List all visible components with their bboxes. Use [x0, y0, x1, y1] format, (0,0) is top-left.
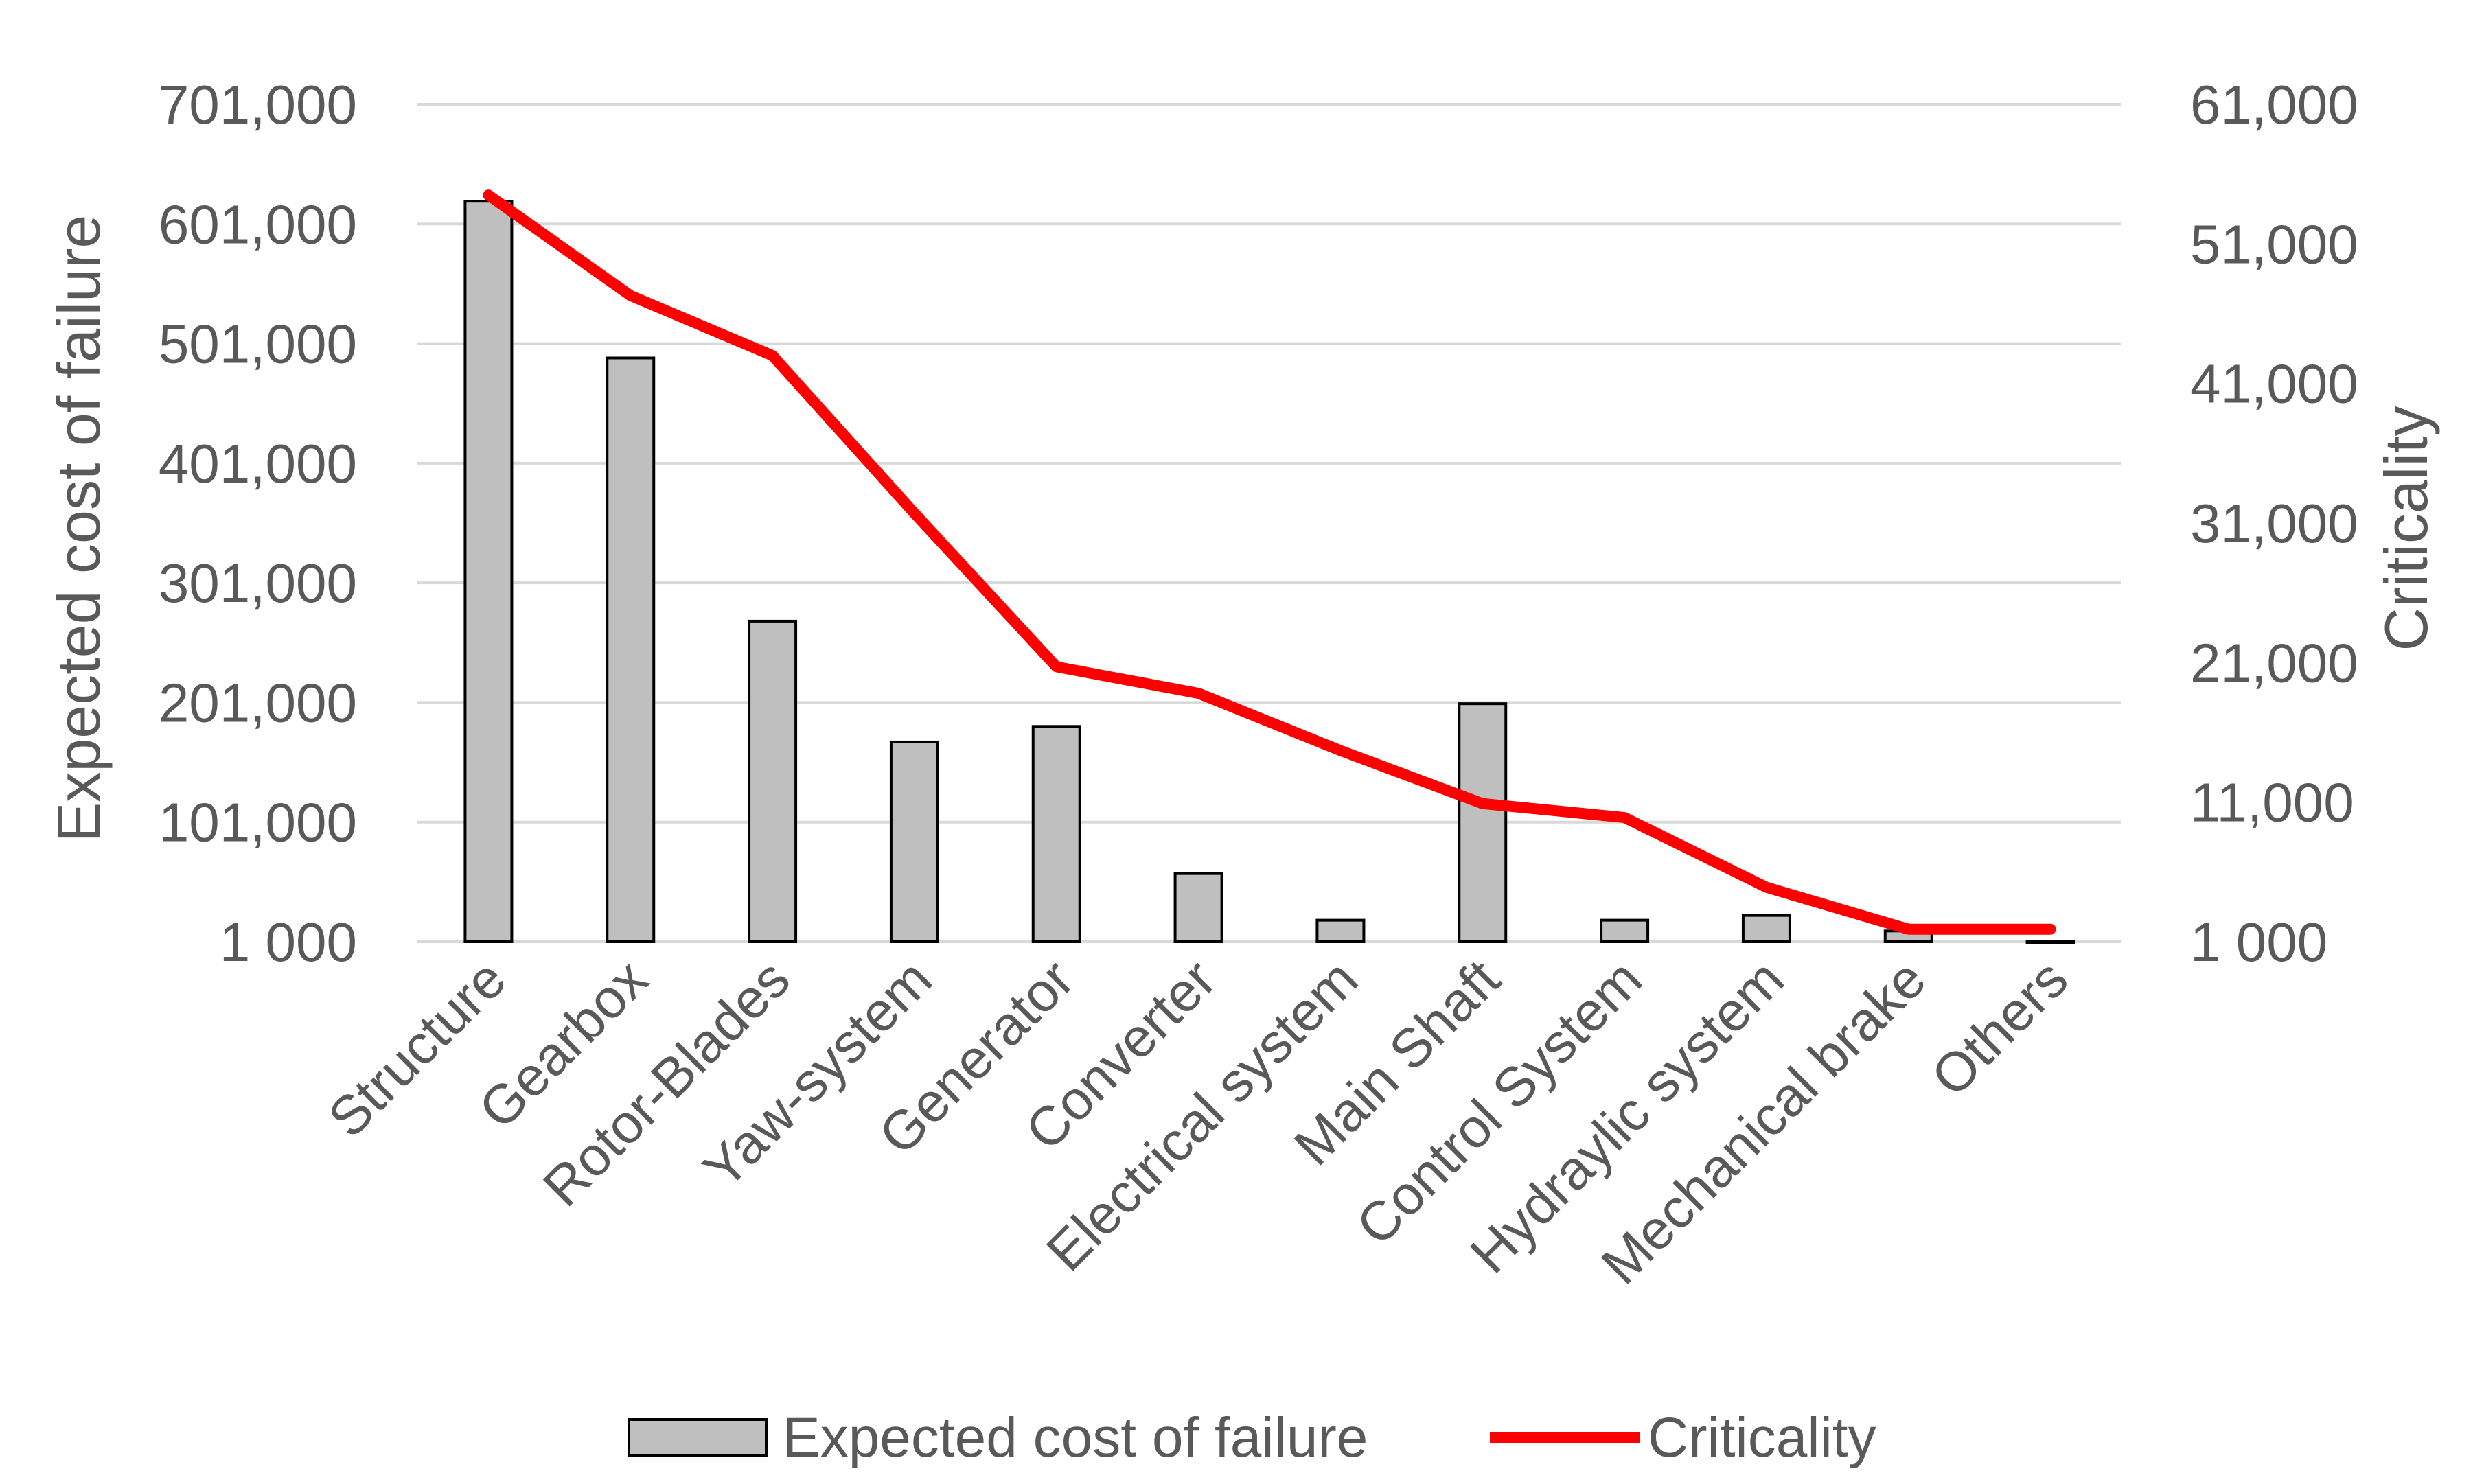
bar — [1315, 918, 1366, 943]
right-tick-label: 41,000 — [2190, 353, 2358, 415]
category-label: Others — [1920, 948, 2080, 1108]
bar — [1741, 914, 1791, 943]
right-tick-label: 61,000 — [2190, 74, 2358, 135]
left-tick-label: 401,000 — [159, 433, 357, 494]
bar — [748, 619, 798, 944]
gridlines — [417, 103, 2121, 943]
bar — [889, 740, 939, 943]
left-tick-label: 1 000 — [220, 912, 357, 973]
bar — [1173, 872, 1223, 943]
legend-line-label: Criticality — [1648, 1406, 1876, 1469]
right-tick-label: 21,000 — [2190, 632, 2358, 693]
left-axis-title: Expected cost of failure — [45, 215, 113, 843]
right-tick-label: 51,000 — [2190, 213, 2358, 275]
bar-series — [463, 200, 2075, 944]
right-tick-label: 11,000 — [2190, 772, 2354, 833]
left-axis-ticks: 1 000 101,000 201,000 301,000 401,000 501,000… — [159, 74, 357, 973]
category-labels: StructureGearboxRotor-BladesYaw-systemGe… — [317, 948, 2080, 1295]
left-tick-label: 601,000 — [159, 194, 357, 255]
right-axis-title: Criticality — [2372, 406, 2440, 651]
legend-bar-label: Expected cost of failure — [783, 1406, 1368, 1469]
left-tick-label: 501,000 — [159, 314, 357, 375]
legend-bar-swatch — [628, 1418, 768, 1457]
category-label: Rotor-Blades — [531, 948, 801, 1218]
line-series — [483, 189, 2056, 935]
left-tick-label: 301,000 — [159, 553, 357, 614]
category-label: Structure — [317, 948, 517, 1148]
left-tick-label: 101,000 — [159, 792, 357, 853]
bar — [1458, 702, 1508, 943]
right-tick-label: 31,000 — [2190, 493, 2358, 554]
left-tick-label: 701,000 — [159, 74, 357, 135]
legend: Expected cost of failure Criticality — [628, 1406, 1876, 1469]
right-tick-label: 1 000 — [2190, 912, 2327, 973]
bar — [606, 356, 656, 943]
criticality-line — [483, 189, 2056, 935]
bar — [463, 200, 514, 944]
left-tick-label: 201,000 — [159, 672, 357, 733]
right-axis-ticks: 1 000 11,000 21,000 31,000 41,000 51,000 61,00… — [2190, 74, 2358, 973]
bar — [1031, 725, 1081, 944]
bar — [1600, 918, 1650, 943]
